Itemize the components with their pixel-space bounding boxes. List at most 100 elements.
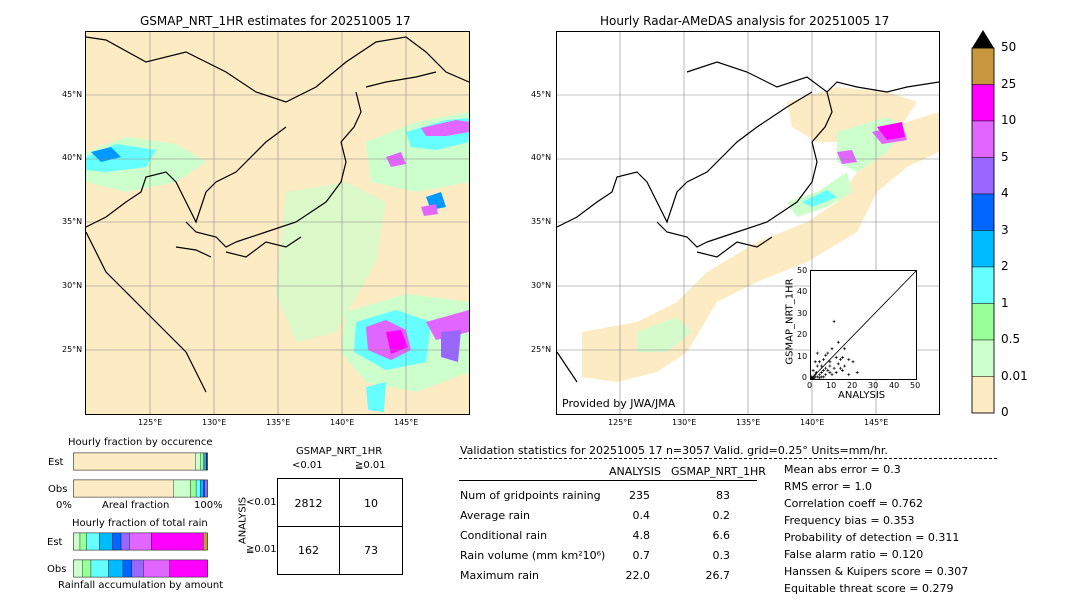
occurrence-axis-mid: Areal fraction <box>102 500 170 511</box>
total-rain-obs-label: Obs <box>47 564 67 575</box>
scatter-ytick-30: 30 <box>797 309 808 318</box>
bar-segment <box>204 479 208 498</box>
scatter-point <box>838 366 842 370</box>
scatter-point <box>832 319 836 323</box>
validation-col-gsmap: GSMAP_NRT_1HR <box>671 465 766 478</box>
validation-header-rule <box>459 458 997 459</box>
colorbar-segment <box>971 84 995 122</box>
contingency-row1: <0.01 <box>246 497 277 508</box>
score-far: False alarm ratio = 0.120 <box>784 548 924 561</box>
left-lat-label-40: 40°N <box>62 153 83 162</box>
occurrence-obs-label: Obs <box>48 484 68 495</box>
contingency-divider-h <box>278 526 402 527</box>
validation-row-analysis: 0.4 <box>632 509 651 522</box>
rain-field <box>86 112 469 412</box>
total-rain-est-label: Est <box>47 537 63 548</box>
scatter-point <box>817 373 821 377</box>
left-lon-label-135: 135°E <box>266 418 291 427</box>
colorbar-label: 50 <box>1001 40 1017 54</box>
colorbar-label: 4 <box>1001 186 1009 200</box>
coastline <box>557 61 939 383</box>
left-lon-label-145: 145°E <box>394 418 419 427</box>
colorbar-segment <box>971 266 995 304</box>
right-map-title: Hourly Radar-AMeDAS analysis for 2025100… <box>600 14 890 28</box>
right-lat-label-35: 35°N <box>531 217 552 226</box>
scatter-point <box>822 368 826 372</box>
map-grid <box>86 32 469 414</box>
bar-segment <box>143 559 170 578</box>
contingency-cell-d: 73 <box>364 544 378 557</box>
scatter-ytick-40: 40 <box>797 287 808 296</box>
scatter-point <box>815 364 819 368</box>
scatter-ytick-0: 0 <box>801 373 807 382</box>
scatter-point <box>847 358 851 362</box>
scatter-xtick-30: 30 <box>868 381 879 390</box>
scatter-point <box>820 364 823 368</box>
score-mae: Mean abs error = 0.3 <box>784 463 901 476</box>
validation-row-label: Num of gridpoints raining <box>460 489 601 502</box>
validation-row-analysis: 22.0 <box>625 569 651 582</box>
total-rain-bars <box>73 532 208 578</box>
left-lon-label-130: 130°E <box>202 418 227 427</box>
left-lon-label-140: 140°E <box>330 418 355 427</box>
bar-segment <box>108 559 124 578</box>
left-map <box>85 31 470 415</box>
colorbar-segment <box>971 120 995 158</box>
map-credit: Provided by JWA/JMA <box>562 397 676 410</box>
bar-segment <box>195 479 201 498</box>
colorbar-segment <box>971 376 995 414</box>
colorbar-segment <box>971 303 995 341</box>
colorbar-label: 3 <box>1001 222 1009 237</box>
bar-segment <box>204 452 207 471</box>
validation-row-analysis: 235 <box>629 489 650 502</box>
score-rmse: RMS error = 1.0 <box>784 480 872 493</box>
colorbar-segment <box>971 193 995 231</box>
bar-segment <box>200 452 204 471</box>
scatter-point <box>822 358 826 362</box>
colorbar-label: 0.01 <box>1001 368 1028 383</box>
scatter-xtick-0: 0 <box>807 381 813 390</box>
scatter-point <box>820 375 823 379</box>
bar-segment <box>73 479 174 498</box>
scatter-point <box>847 373 851 377</box>
contingency-header: GSMAP_NRT_1HR <box>296 446 383 457</box>
validation-row-gsmap: 26.7 <box>705 569 731 582</box>
validation-row-gsmap: 6.6 <box>712 529 731 542</box>
occurrence-axis-right: 100% <box>194 500 223 511</box>
validation-col-analysis: ANALYSIS <box>609 465 661 478</box>
occurrence-title: Hourly fraction by occurence <box>68 437 213 448</box>
scatter-xtick-50: 50 <box>910 381 921 390</box>
scatter-xtick-20: 20 <box>847 381 858 390</box>
scatter-point <box>830 347 834 351</box>
bar-segment <box>203 479 205 498</box>
scatter-point <box>820 371 823 375</box>
bar-segment <box>200 479 204 498</box>
score-pod: Probability of detection = 0.311 <box>784 531 960 544</box>
scatter-xtick-10: 10 <box>826 381 837 390</box>
left-map-title: GSMAP_NRT_1HR estimates for 20251005 17 <box>140 14 411 28</box>
validation-row-label: Maximum rain <box>460 569 539 582</box>
bar-segment <box>73 532 81 551</box>
scatter-point <box>828 371 832 375</box>
validation-row-gsmap: 0.3 <box>712 549 731 562</box>
bar-segment <box>129 532 152 551</box>
bar-segment <box>90 559 109 578</box>
scatter-point <box>814 371 818 375</box>
colorbar-label: 2 <box>1001 259 1009 273</box>
score-hk: Hanssen & Kuipers score = 0.307 <box>784 565 969 578</box>
scatter-point <box>843 347 847 351</box>
bar-segment <box>131 559 144 578</box>
scatter-point <box>830 373 834 377</box>
one-to-one-line <box>810 270 917 380</box>
left-lat-label-25: 25°N <box>62 345 83 354</box>
occurrence-axis-left: 0% <box>56 500 72 511</box>
bar-segment <box>99 532 113 551</box>
scatter-point <box>817 376 821 380</box>
right-lat-label-25: 25°N <box>531 345 552 354</box>
right-lat-label-45: 45°N <box>531 90 552 99</box>
contingency-col1: <0.01 <box>292 460 323 471</box>
scatter-point <box>824 353 828 357</box>
bar-segment <box>73 452 196 471</box>
bar-segment <box>82 559 92 578</box>
bar-segment <box>122 559 132 578</box>
